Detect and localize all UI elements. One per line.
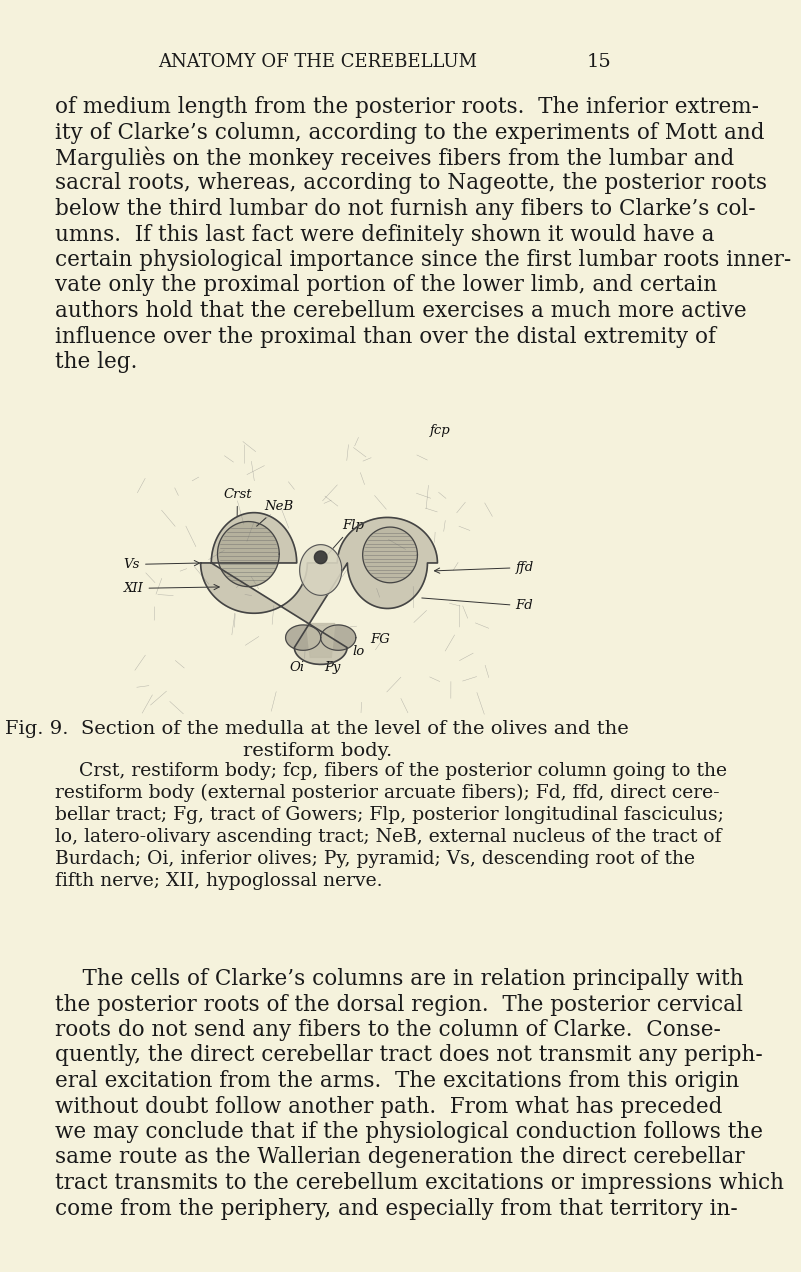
Text: same route as the Wallerian degeneration the direct cerebellar: same route as the Wallerian degeneration… (55, 1146, 745, 1169)
Text: without doubt follow another path.  From what has preceded: without doubt follow another path. From … (55, 1095, 723, 1118)
Text: eral excitation from the arms.  The excitations from this origin: eral excitation from the arms. The excit… (55, 1070, 739, 1091)
Text: The cells of Clarke’s columns are in relation principally with: The cells of Clarke’s columns are in rel… (55, 968, 743, 990)
Polygon shape (307, 623, 335, 658)
Text: lo: lo (352, 645, 364, 658)
Text: NeB: NeB (256, 500, 293, 527)
Text: Fd: Fd (422, 598, 533, 612)
Text: ity of Clarke’s column, according to the experiments of Mott and: ity of Clarke’s column, according to the… (55, 122, 765, 144)
Text: Marguliès on the monkey receives fibers from the lumbar and: Marguliès on the monkey receives fibers … (55, 148, 735, 170)
Text: fifth nerve; XII, hypoglossal nerve.: fifth nerve; XII, hypoglossal nerve. (55, 873, 383, 890)
Text: restiform body.: restiform body. (243, 742, 392, 759)
Polygon shape (314, 551, 327, 563)
Text: Py: Py (324, 661, 340, 674)
Text: come from the periphery, and especially from that territory in-: come from the periphery, and especially … (55, 1197, 738, 1220)
Text: ffd: ffd (434, 561, 533, 574)
Text: Vs: Vs (123, 558, 199, 571)
Text: Crst: Crst (223, 488, 252, 515)
Text: authors hold that the cerebellum exercises a much more active: authors hold that the cerebellum exercis… (55, 300, 747, 322)
Text: FG: FG (370, 633, 390, 646)
Polygon shape (363, 527, 417, 583)
Polygon shape (218, 522, 280, 586)
Text: bellar tract; Fg, tract of Gowers; Flp, posterior longitudinal fasciculus;: bellar tract; Fg, tract of Gowers; Flp, … (55, 806, 724, 824)
Text: ANATOMY OF THE CEREBELLUM: ANATOMY OF THE CEREBELLUM (158, 53, 477, 71)
Text: restiform body (external posterior arcuate fibers); Fd, ffd, direct cere-: restiform body (external posterior arcua… (55, 784, 720, 803)
Text: influence over the proximal than over the distal extremity of: influence over the proximal than over th… (55, 326, 716, 347)
Text: Oi: Oi (289, 661, 304, 674)
Text: roots do not send any fibers to the column of Clarke.  Conse-: roots do not send any fibers to the colu… (55, 1019, 721, 1040)
Text: 15: 15 (587, 53, 612, 71)
Text: of medium length from the posterior roots.  The inferior extrem-: of medium length from the posterior root… (55, 95, 759, 118)
Text: umns.  If this last fact were definitely shown it would have a: umns. If this last fact were definitely … (55, 224, 714, 245)
Text: certain physiological importance since the first lumbar roots inner-: certain physiological importance since t… (55, 249, 791, 271)
Text: lo, latero-olivary ascending tract; NeB, external nucleus of the tract of: lo, latero-olivary ascending tract; NeB,… (55, 828, 722, 846)
Text: Crst, restiform body; fcp, fibers of the posterior column going to the: Crst, restiform body; fcp, fibers of the… (55, 762, 727, 780)
Text: vate only the proximal portion of the lower limb, and certain: vate only the proximal portion of the lo… (55, 275, 717, 296)
Text: Burdach; Oi, inferior olives; Py, pyramid; Vs, descending root of the: Burdach; Oi, inferior olives; Py, pyrami… (55, 850, 695, 868)
Text: sacral roots, whereas, according to Nageotte, the posterior roots: sacral roots, whereas, according to Nage… (55, 173, 767, 195)
Text: fcp: fcp (429, 424, 450, 436)
Text: the posterior roots of the dorsal region.  The posterior cervical: the posterior roots of the dorsal region… (55, 993, 743, 1015)
Text: Flp: Flp (323, 519, 364, 560)
Text: we may conclude that if the physiological conduction follows the: we may conclude that if the physiologica… (55, 1121, 763, 1144)
Text: tract transmits to the cerebellum excitations or impressions which: tract transmits to the cerebellum excita… (55, 1172, 784, 1194)
Text: the leg.: the leg. (55, 351, 138, 373)
Polygon shape (320, 625, 356, 650)
Text: Fig. 9.  Section of the medulla at the level of the olives and the: Fig. 9. Section of the medulla at the le… (6, 720, 629, 738)
Text: below the third lumbar do not furnish any fibers to Clarke’s col-: below the third lumbar do not furnish an… (55, 198, 755, 220)
Polygon shape (286, 625, 320, 650)
Polygon shape (200, 513, 437, 664)
Text: XII: XII (123, 581, 219, 595)
Text: quently, the direct cerebellar tract does not transmit any periph-: quently, the direct cerebellar tract doe… (55, 1044, 763, 1066)
Polygon shape (300, 544, 342, 595)
